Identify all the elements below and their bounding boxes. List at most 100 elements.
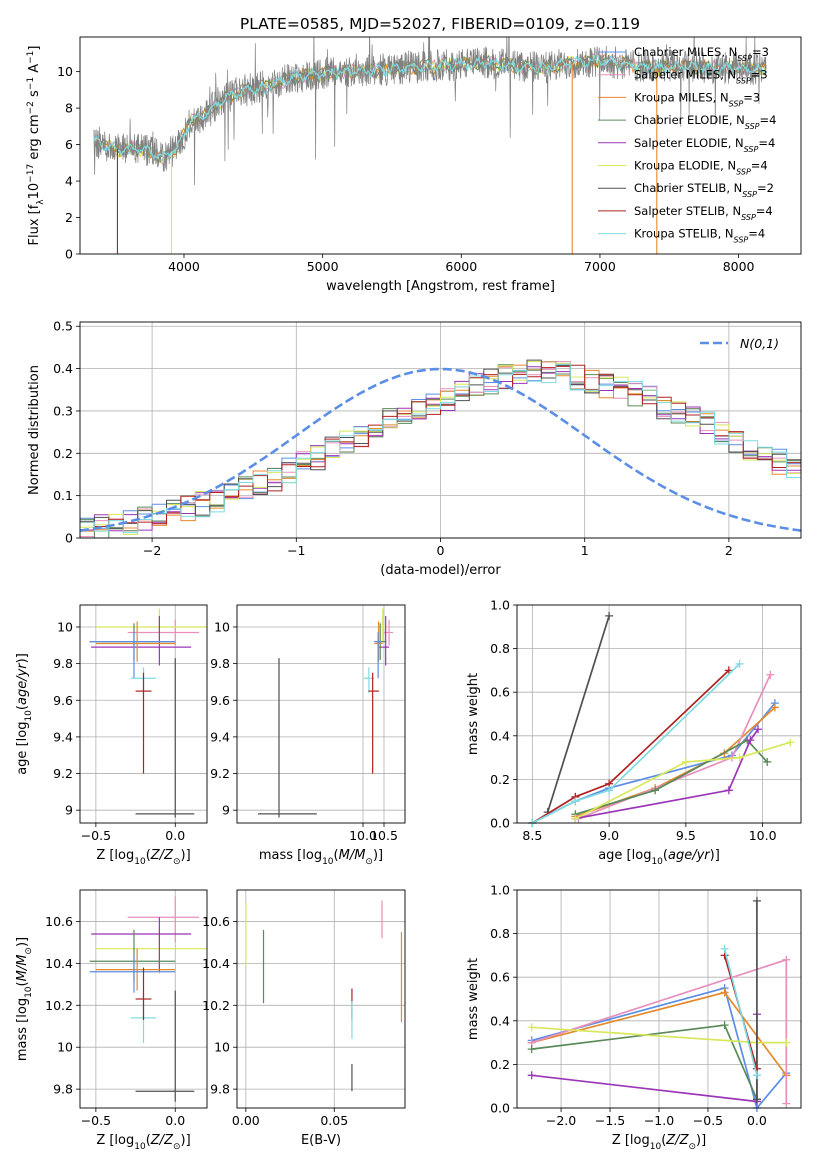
legend-label-suffix: =4 [751,159,768,173]
legend-label-sub: SSP [744,144,759,153]
x-tick-label: 7000 [584,259,616,274]
weight_vs_age-panel: 8.5 9.0 9.5 10.0 0.0 0.2 0.4 0.6 0.8 1.0 age [log1… [466,598,802,867]
x-tick-label: 10.5 [370,828,398,843]
x-tick-label: 0.0 [165,828,185,843]
label-part: mass [log [15,998,30,1061]
y-tick-label: 0.2 [490,1057,510,1072]
series-marker-salpeter_miles [782,1099,791,1108]
label-part: )] [373,848,383,863]
label-part: )] [696,1133,706,1148]
legend-label-suffix: =2 [757,181,774,195]
label-part: 10 [650,1142,662,1152]
figure-title: PLATE=0585, MJD=52027, FIBERID=0109, z=0… [240,15,640,33]
x-tick-label: 9.5 [676,828,696,843]
y-tick-label: 4 [65,174,73,189]
y-tick-label: 0 [65,247,73,262]
y-tick-label: 10.4 [45,956,73,971]
legend-label-normal: N(0,1) [740,336,779,351]
x-tick-label: 0 [437,543,445,558]
y-axis-label: Flux [fλ10−17 erg cm−2 s−1 A−1] [26,46,46,246]
x-tick-label: 1 [581,543,589,558]
legend-label-main: Kroupa MILES, N [634,90,729,104]
label-part: 10 [134,857,146,867]
y-tick-label: 0.6 [490,685,510,700]
series-marker-kroupa_miles [770,703,779,712]
label-part: M/M [15,955,30,982]
x-axis-label: Z [log10(Z/Z⊙)] [96,848,190,867]
legend-label-suffix: =4 [756,204,773,218]
label-part: ( [15,981,30,986]
legend-label-sub: SSP [736,167,751,176]
x-tick-label: 0.05 [320,1113,348,1128]
legend-label-sub: SSP [741,212,756,221]
label-part: mass [log [259,848,322,863]
legend-label-suffix: =4 [760,113,777,127]
series-marker-chabrier_elodie [527,1045,536,1054]
y-tick-label: 10 [214,1040,230,1055]
label-part: M/M [339,848,366,863]
legend-label-main: Salpeter ELODIE, N [634,136,744,150]
x-tick-label: −1.5 [595,1113,625,1128]
legend-label: Kroupa MILES, NSSP=3 [634,90,760,108]
axes-frame [79,604,208,824]
y-tick-label: 0.1 [53,488,73,503]
y-tick-label: 1.0 [490,598,510,613]
series-line-salpeter_elodie [531,1014,758,1103]
y-tick-label: 0.5 [53,319,73,334]
label-part: Z/Z [150,848,174,863]
y-tick-label: 9.4 [53,729,73,744]
series-marker-kroupa_elodie [786,738,795,747]
series-marker-chabrier_stelib [605,611,614,620]
x-axis-label: wavelength [Angstrom, rest frame] [326,279,555,294]
series-line-chabrier_stelib [546,615,610,813]
axes-frame [236,604,406,824]
label-part: (data-model)/error [380,563,501,578]
legend-label: Kroupa STELIB, NSSP=4 [634,227,765,245]
axes-frame [236,889,406,1109]
legend-label-main: Chabrier STELIB, N [634,181,742,195]
y-tick-label: 6 [65,137,73,152]
y-tick-label: 0.2 [490,772,510,787]
label-part: mass weight [466,958,481,1040]
y-tick-label: 9.8 [210,1082,230,1097]
y-tick-label: 9 [65,803,73,818]
x-axis-label: Z [log10(Z/Z⊙)] [96,1133,190,1152]
x-tick-label: −0.5 [693,1113,723,1128]
label-part: 10 [134,1142,146,1152]
x-tick-label: −0.5 [81,828,111,843]
label-part: E(B-V) [301,1133,341,1148]
label-part: )] [710,848,720,863]
y-axis-label: age [log10(age/yr)] [15,653,34,775]
normal-curve [80,367,801,532]
label-part: ⊙ [173,857,181,867]
series-marker-kroupa_stelib [605,786,614,795]
axes-frame [79,889,208,1109]
y-tick-label: 10 [57,619,73,634]
label-part: 10 [651,857,663,867]
x-tick-label: 10.0 [349,828,377,843]
series-marker-kroupa_elodie [571,814,580,823]
legend-label-sub: SSP [742,190,757,199]
series-marker-chabrier_elodie [763,757,772,766]
series-marker-salpeter_elodie [527,1071,536,1080]
series-marker-kroupa_miles [720,988,729,997]
series-marker-kroupa_stelib [752,1071,761,1080]
x-axis-label: mass [log10(M/M⊙)] [259,848,383,867]
y-tick-label: 0.4 [53,361,73,376]
series-marker-kroupa_elodie [527,1023,536,1032]
y-tick-label: 9.8 [53,1082,73,1097]
y-tick-label: 10.2 [202,998,230,1013]
x-tick-label: −1.0 [644,1113,674,1128]
label-part: ( [146,1133,151,1148]
y-tick-label: 9.2 [210,766,230,781]
series-marker-kroupa_elodie [681,757,690,766]
legend-label: Chabrier STELIB, NSSP=2 [634,181,774,199]
y-tick-label: 0.0 [490,1101,510,1116]
y-tick-label: 0.8 [490,641,510,656]
legend-label-suffix: =3 [743,90,760,104]
label-part: 10 [24,710,34,722]
y-tick-label: 2 [65,210,73,225]
x-tick-label: −2.0 [546,1113,576,1128]
legend-label-sub: SSP [729,99,744,108]
